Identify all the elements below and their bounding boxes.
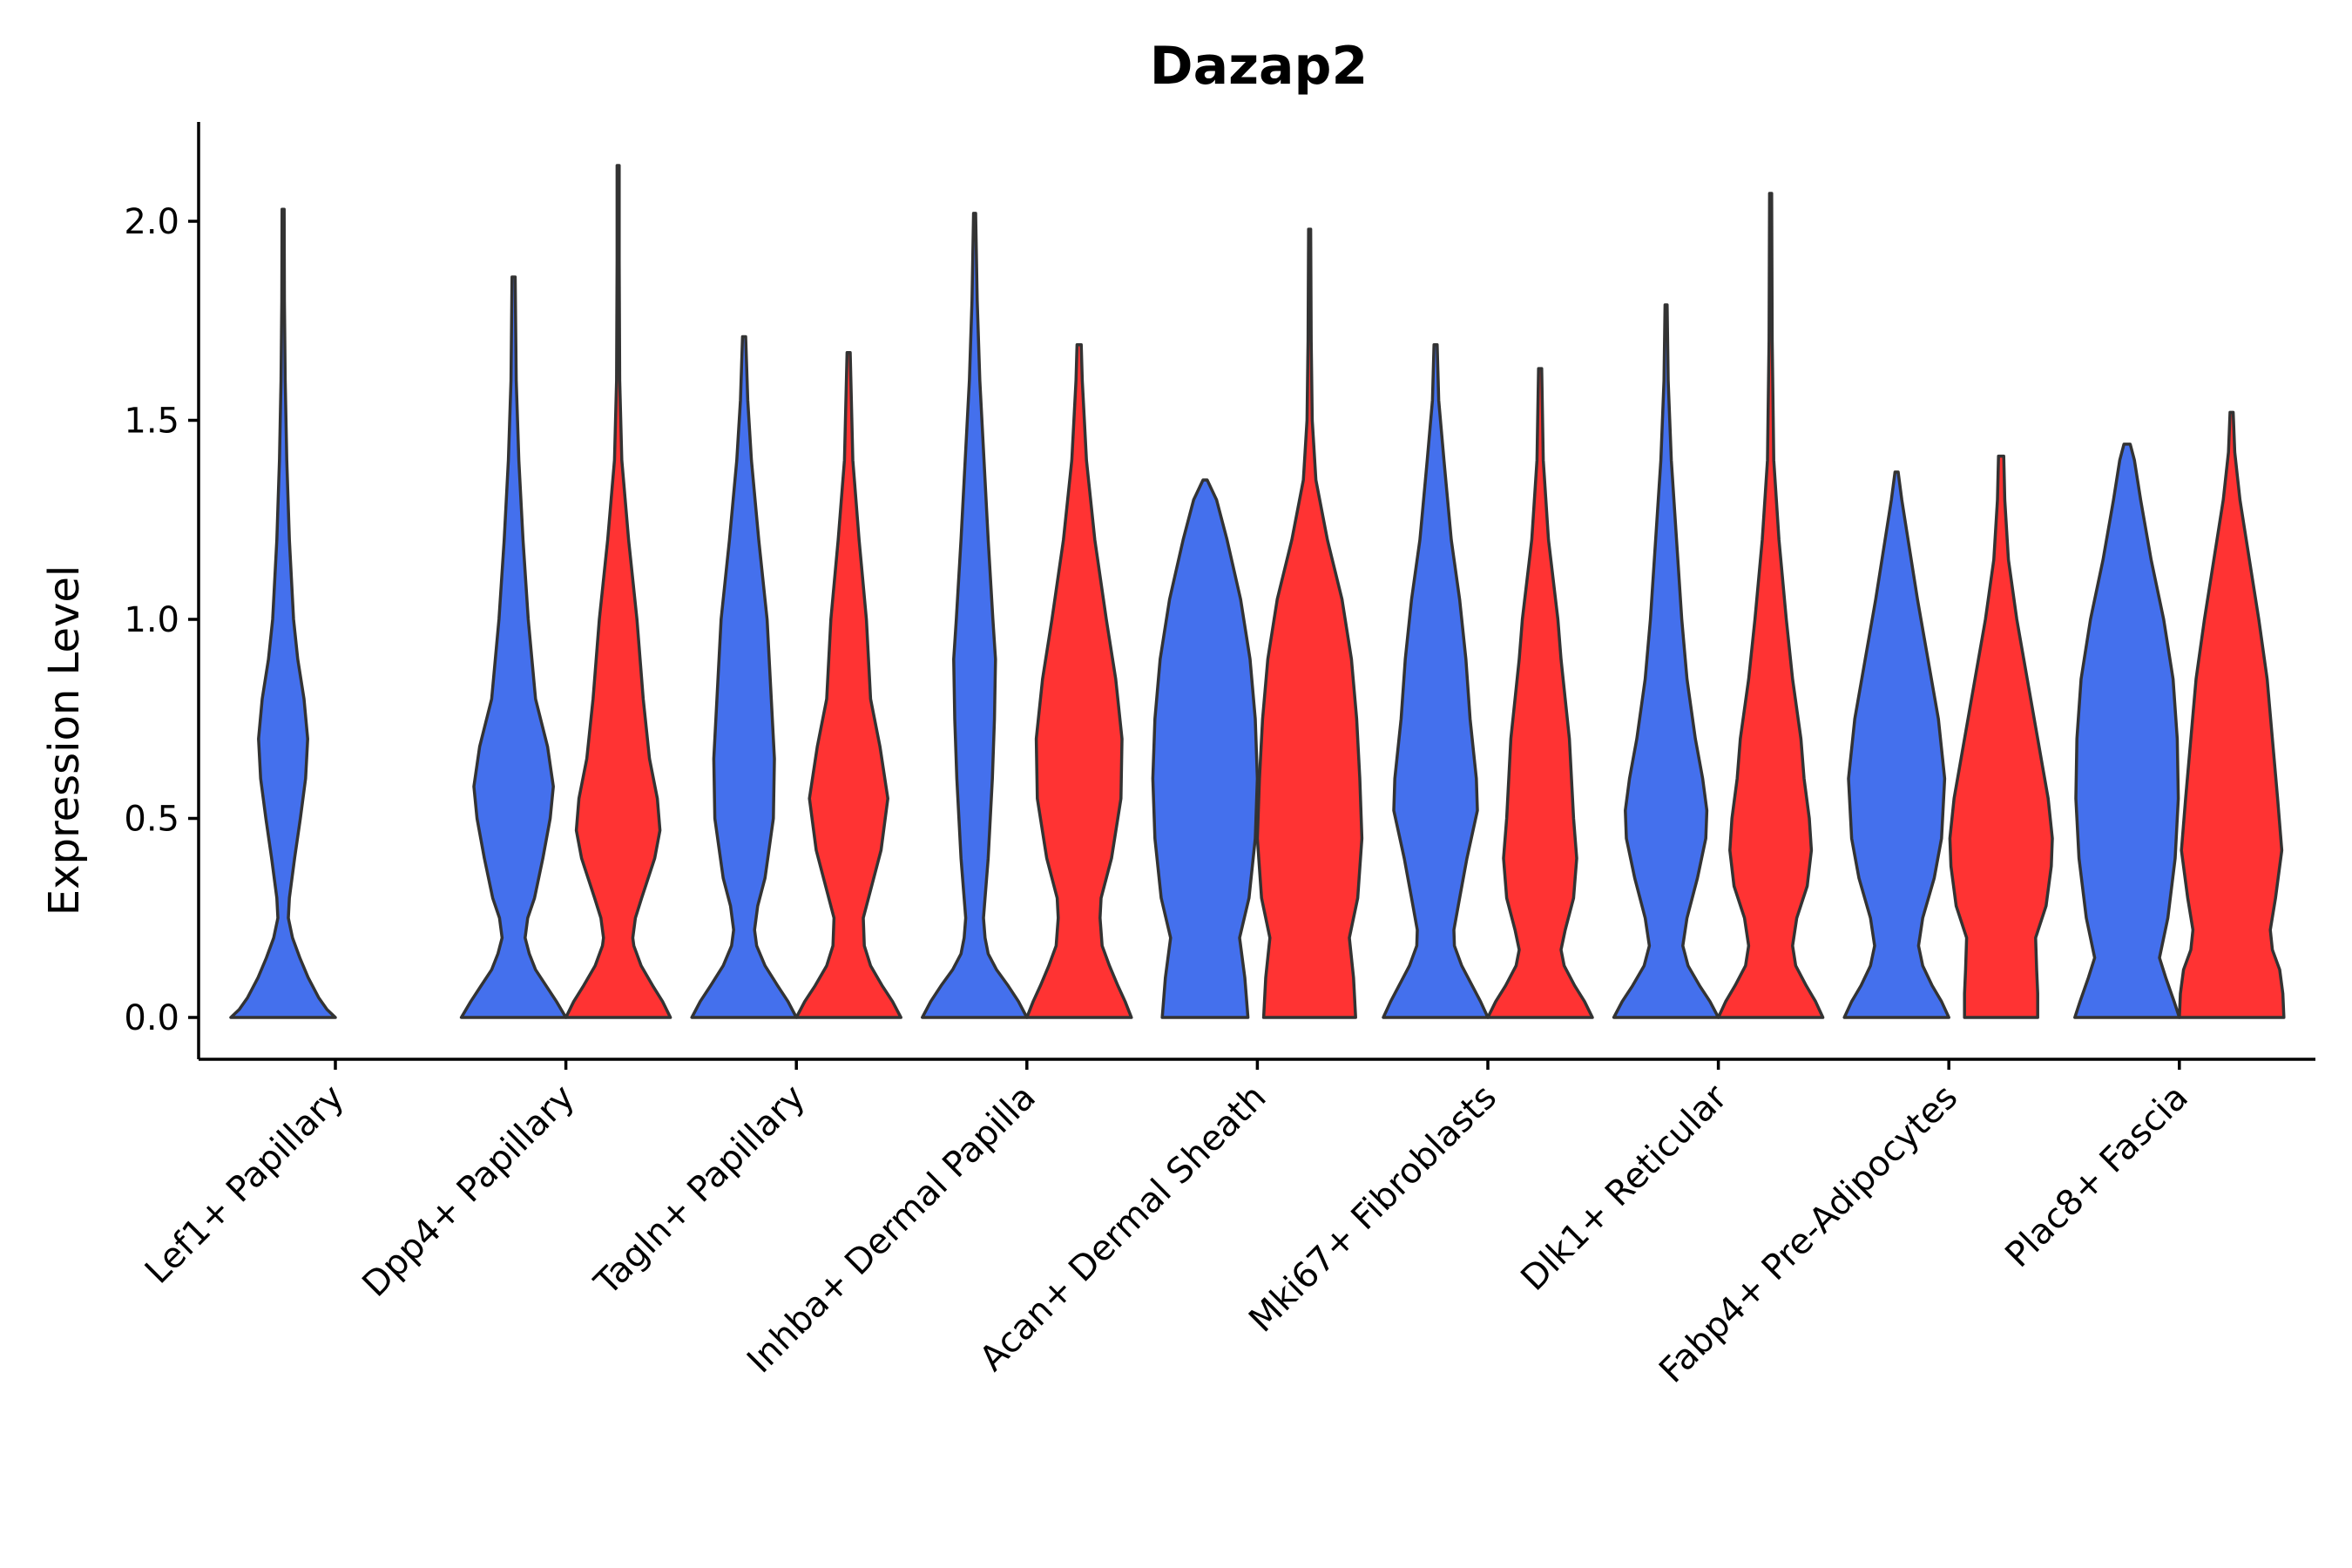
violin-inhba-dermal-papilla-group-1	[921, 212, 1029, 1019]
y-tick-label: 1.5	[124, 402, 179, 442]
violin-dlk1-reticular-group-1	[1612, 303, 1720, 1019]
y-tick-label: 1.0	[124, 600, 179, 640]
y-tick-label: 0.0	[124, 998, 179, 1038]
y-tick-label: 2.0	[124, 202, 179, 242]
violin-plac8-fascia-group-1	[2073, 443, 2181, 1019]
x-tick-label: Dlk1+ Reticular	[1513, 1077, 1735, 1299]
violin-mki67-fibroblasts-group-1	[1382, 342, 1490, 1019]
violin-dpp4-papillary-group-2	[564, 164, 672, 1019]
violin-acan-dermal-sheath-group-1	[1151, 478, 1260, 1019]
y-ticks: 0.0 0.5 1.0 1.5 2.0	[124, 202, 199, 1038]
violin-tagln-papillary-group-2	[794, 351, 902, 1019]
violin-mki67-fibroblasts-group-2	[1486, 367, 1594, 1019]
violin-fabp4-pre-adipocytes-group-1	[1842, 470, 1950, 1019]
x-tick-label: Lef1+ Papillary	[138, 1078, 352, 1292]
x-tick-label: Tagln+ Papillary	[586, 1078, 813, 1304]
chart-title: Dazap2	[1150, 36, 1368, 97]
x-tick-label: Plac8+ Fascia	[1997, 1078, 2196, 1276]
x-tick-label: Dpp4+ Papillary	[355, 1078, 582, 1305]
x-ticks: Lef1+ Papillary Dpp4+ Papillary Tagln+ Pap…	[138, 1059, 2196, 1391]
violin-fabp4-pre-adipocytes-group-2	[1948, 454, 2054, 1019]
violin-tagln-papillary-group-1	[690, 335, 798, 1019]
violin-lef1-papillary-group-1	[229, 207, 337, 1019]
y-tick-label: 0.5	[124, 800, 179, 840]
violin-plac8-fascia-group-2	[2178, 410, 2286, 1019]
violins	[229, 164, 2286, 1019]
violin-dlk1-reticular-group-2	[1716, 192, 1825, 1019]
y-axis-label: Expression Level	[40, 565, 89, 916]
violin-dpp4-papillary-group-1	[459, 275, 568, 1019]
x-tick-label: Mki67+ Fibroblasts	[1241, 1078, 1504, 1341]
violin-acan-dermal-sheath-group-2	[1255, 227, 1364, 1019]
violin-inhba-dermal-papilla-group-2	[1025, 342, 1133, 1019]
